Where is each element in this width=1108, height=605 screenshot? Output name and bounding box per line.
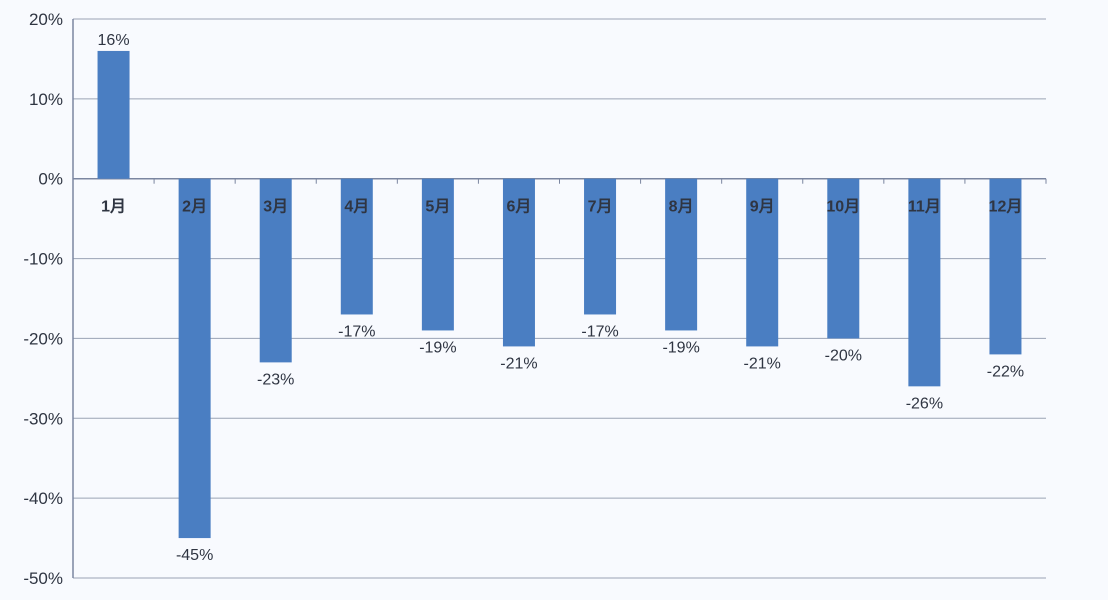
bar-6 [502, 178, 535, 347]
data-label: -17% [581, 323, 618, 340]
y-tick-label: -10% [23, 250, 63, 269]
bar-1 [97, 50, 130, 179]
bar-4 [340, 178, 373, 315]
data-label: -20% [825, 347, 862, 364]
x-tick-label: 1月 [101, 198, 126, 216]
x-tick-label: 3月 [263, 198, 288, 216]
x-tick-label: 12月 [989, 198, 1023, 216]
axes [72, 19, 1047, 578]
data-label: -17% [338, 323, 375, 340]
data-label: -23% [257, 371, 294, 388]
data-label: 16% [98, 32, 130, 49]
gridlines [73, 18, 1046, 579]
bar-12 [989, 178, 1022, 355]
bars [97, 50, 1022, 539]
y-tick-label: -50% [23, 569, 63, 588]
bar-11 [908, 178, 941, 387]
bar-10 [827, 178, 860, 339]
data-label: -19% [662, 339, 699, 356]
x-tick-label: 4月 [344, 198, 369, 216]
y-tick-label: 20% [29, 10, 63, 29]
data-label: -45% [176, 547, 213, 564]
y-axis-ticks: 20% 10% 0% -10% -20% -30% -40% -50% [23, 10, 63, 588]
data-label: -22% [987, 363, 1024, 380]
data-label: -19% [419, 339, 456, 356]
data-label: -21% [500, 355, 537, 372]
x-tick-label: 2月 [182, 198, 207, 216]
bar-5 [421, 178, 454, 331]
y-tick-label: 0% [38, 170, 63, 189]
y-tick-label: -20% [23, 329, 63, 348]
bar-8 [665, 178, 698, 331]
x-tick-label: 5月 [425, 198, 450, 216]
x-tick-label: 10月 [826, 198, 860, 216]
x-tick-label: 11月 [908, 198, 941, 216]
bar-7 [584, 178, 617, 315]
x-axis-ticks: 1月 2月 3月 4月 5月 6月 7月 8月 9月 10月 11月 12月 [101, 198, 1022, 216]
data-labels: 16% -45% -23% -17% -19% -21% -17% -19% -21% -20% -… [98, 32, 1025, 564]
y-tick-label: 10% [29, 90, 63, 109]
x-tick-label: 7月 [588, 198, 613, 216]
y-tick-label: -30% [23, 409, 63, 428]
x-tick-label: 6月 [507, 198, 532, 216]
bar-3 [259, 178, 292, 363]
y-tick-label: -40% [23, 489, 63, 508]
bar-2 [178, 178, 211, 539]
x-tick-label: 9月 [750, 198, 775, 216]
data-label: -21% [744, 355, 781, 372]
bar-9 [746, 178, 779, 347]
x-tick-label: 8月 [669, 198, 694, 216]
data-label: -26% [906, 395, 943, 412]
